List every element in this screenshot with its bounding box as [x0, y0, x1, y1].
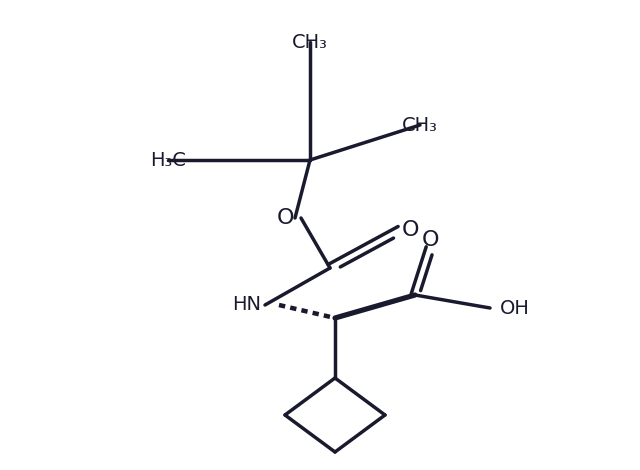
- Text: CH₃: CH₃: [292, 32, 328, 52]
- Text: CH₃: CH₃: [402, 116, 438, 134]
- Text: HN: HN: [232, 296, 261, 314]
- Text: O: O: [421, 230, 439, 250]
- Text: O: O: [401, 220, 419, 240]
- Text: OH: OH: [500, 298, 530, 318]
- Text: O: O: [276, 208, 294, 228]
- Text: H₃C: H₃C: [150, 150, 186, 170]
